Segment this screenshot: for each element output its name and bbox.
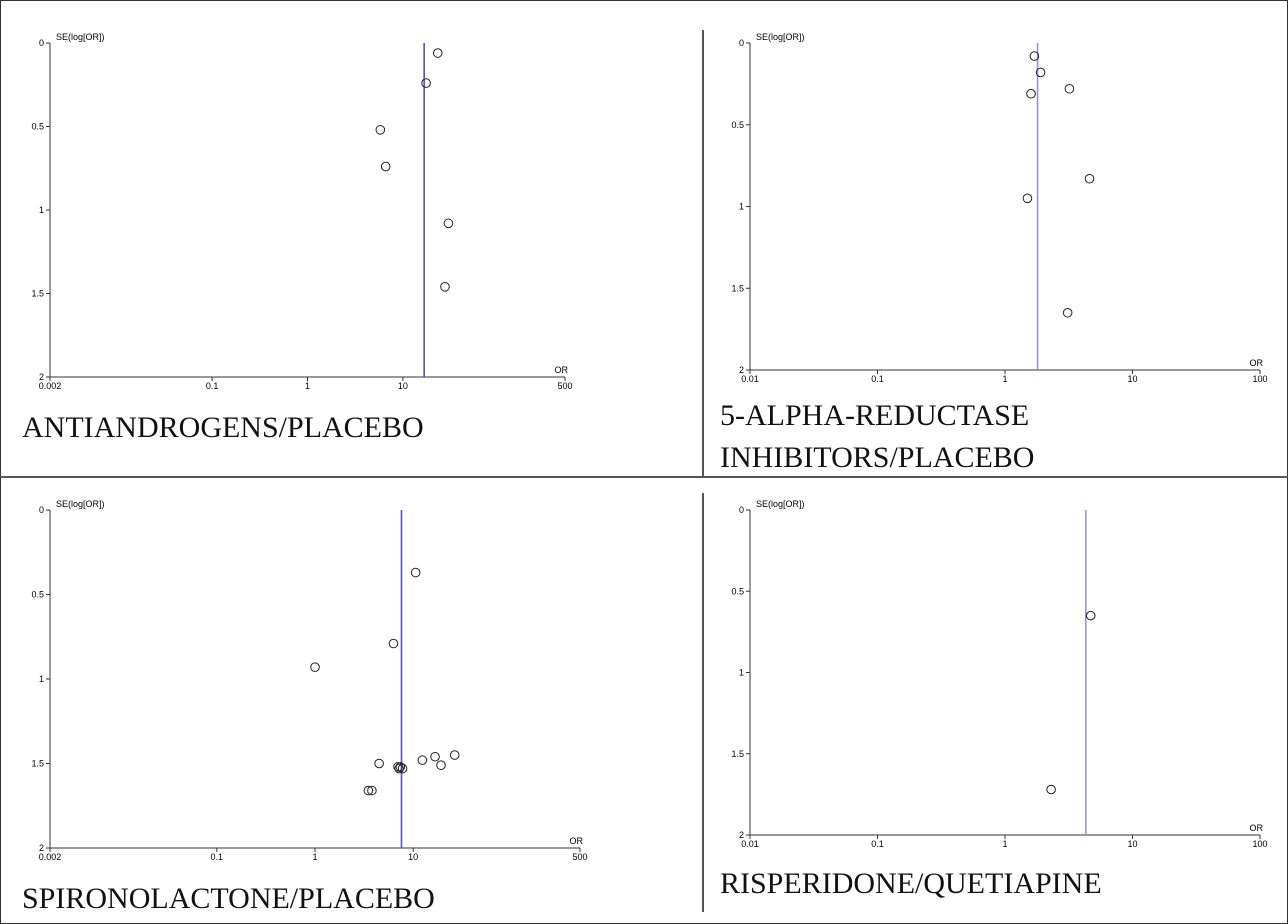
panel-risperidone: 0 0.5 1 1.5 20.01 0.1 1 10 100 SE(log[OR]) OR RISPE… [720, 499, 1268, 900]
x-axis-title: OR [555, 365, 569, 375]
study-point [410, 567, 421, 578]
x-tick-label: 10 [1127, 374, 1137, 384]
study-point [443, 218, 454, 229]
x-tick-label: 0.1 [211, 852, 224, 862]
study-point [310, 662, 320, 672]
x-tick-label: 0.1 [206, 381, 219, 391]
y-tick-label: 2 [739, 830, 744, 840]
y-tick-label: 1.5 [731, 749, 744, 759]
study-point [1062, 307, 1073, 318]
x-tick-label: 0.002 [39, 852, 62, 862]
y-tick-label: 1 [739, 668, 744, 678]
x-tick-label: 500 [557, 381, 572, 391]
x-tick-label: 1 [312, 852, 317, 862]
x-tick-label: 0.002 [39, 381, 62, 391]
x-tick-label: 10 [398, 381, 408, 391]
study-point [394, 763, 404, 774]
x-tick-label: 1 [1002, 374, 1007, 384]
panel-caption: ANTIANDROGENS/PLACEBO [22, 411, 424, 444]
study-point [449, 750, 460, 760]
study-point [1085, 610, 1096, 621]
y-axis-title: SE(log[OR]) [56, 499, 105, 509]
x-tick-label: 0.01 [741, 374, 759, 384]
y-tick-label: 0 [39, 505, 44, 515]
study-point [421, 78, 431, 88]
panel-spironolactone: 0 0.5 1 1.5 20.002 0.1 1 10 500 SE(log[OR]) OR SPIR… [22, 499, 588, 915]
x-tick-label: 100 [1252, 374, 1267, 384]
study-point [1064, 83, 1075, 94]
x-tick-label: 1 [1002, 839, 1007, 849]
study-point [1046, 784, 1056, 795]
y-tick-label: 0 [739, 38, 744, 48]
study-point [440, 282, 450, 292]
x-tick-label: 0.1 [871, 374, 884, 384]
x-axis-title: OR [570, 836, 584, 846]
x-tick-label: 10 [1127, 839, 1137, 849]
y-tick-label: 1 [39, 205, 44, 215]
study-point [367, 785, 377, 796]
x-tick-label: 10 [408, 852, 418, 862]
panel-caption: 5-ALPHA-REDUCTASE [720, 399, 1029, 432]
panel-caption: RISPERIDONE/QUETIAPINE [720, 867, 1102, 900]
y-tick-label: 2 [39, 843, 44, 853]
study-point [1022, 193, 1033, 204]
study-point [395, 762, 406, 772]
y-tick-label: 0.5 [31, 122, 44, 132]
x-axis-title: OR [1250, 823, 1264, 833]
study-point [1084, 173, 1095, 184]
study-point [1026, 88, 1036, 99]
y-axis-title: SE(log[OR]) [756, 32, 805, 42]
panel-caption: SPIRONOLACTONE/PLACEBO [22, 882, 435, 915]
x-tick-label: 1 [305, 381, 310, 391]
study-point [393, 762, 403, 772]
panel-5-alpha-reductase: 0 0.5 1 1.5 20.01 0.1 1 10 100 SE(log[OR]) OR 5-ALP… [720, 32, 1268, 474]
y-tick-label: 0.5 [731, 120, 744, 130]
y-axis-title: SE(log[OR]) [56, 32, 105, 42]
x-axis-title: OR [1250, 358, 1264, 368]
study-point [374, 758, 384, 769]
y-tick-label: 0 [739, 505, 744, 515]
study-point [430, 751, 440, 762]
x-tick-label: 100 [1252, 839, 1267, 849]
y-tick-label: 0 [39, 38, 44, 48]
y-tick-label: 1.5 [31, 289, 44, 299]
y-tick-label: 2 [39, 372, 44, 382]
panel-caption: INHIBITORS/PLACEBO [720, 441, 1034, 474]
y-axis-title: SE(log[OR]) [756, 499, 805, 509]
y-tick-label: 0.5 [731, 586, 744, 596]
study-point [1029, 51, 1040, 61]
study-point [363, 785, 374, 796]
y-tick-label: 1 [739, 202, 744, 212]
study-point [380, 161, 391, 172]
x-tick-label: 500 [572, 852, 587, 862]
y-tick-label: 1.5 [31, 759, 44, 769]
y-tick-label: 0.5 [31, 590, 44, 600]
study-point [436, 760, 446, 770]
study-point [417, 755, 428, 765]
study-point [432, 48, 443, 58]
y-tick-label: 1.5 [731, 283, 744, 293]
x-tick-label: 0.01 [741, 839, 759, 849]
study-point [397, 763, 408, 774]
x-tick-label: 0.1 [871, 839, 884, 849]
panel-antiandrogens: 0 0.5 1 1.5 20.002 0.1 1 10 500 SE(log[OR]) OR ANTI… [22, 32, 573, 444]
study-point [388, 638, 399, 649]
y-tick-label: 2 [739, 365, 744, 375]
study-point [1035, 67, 1046, 78]
study-point [375, 125, 386, 135]
y-tick-label: 1 [39, 674, 44, 684]
